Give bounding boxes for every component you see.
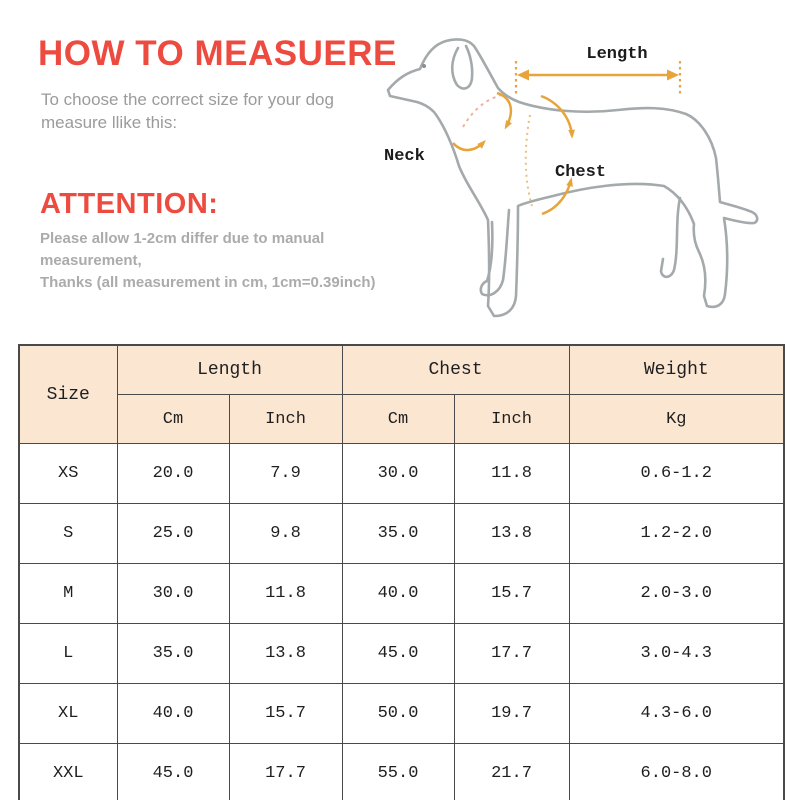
dog-far-rear-leg [659,196,682,279]
dog-ear-path [450,44,474,90]
attention-line-1: Please allow 1-2cm differ due to manual … [40,230,325,269]
neck-measure: Neck [384,91,513,166]
dog-measurement-diagram: Length Neck Chest [384,38,759,318]
col-header-size: Size [18,344,118,444]
dog-eye [422,64,426,68]
chest-label: Chest [555,163,606,182]
col-header-weight: Weight [568,344,785,395]
page-title: HOW TO MEASUERE [38,34,397,73]
table-row: XXL 45.0 17.7 55.0 21.7 6.0-8.0 [18,743,785,800]
table-row: L 35.0 13.8 45.0 17.7 3.0-4.3 [18,623,785,684]
table-row: S 25.0 9.8 35.0 13.8 1.2-2.0 [18,503,785,564]
chest-cm-cell: 35.0 [341,503,455,564]
attention-title: ATTENTION: [40,188,219,220]
length-inch-cell: 15.7 [228,683,343,744]
length-inch-cell: 17.7 [228,743,343,800]
length-cm-cell: 30.0 [116,563,230,624]
length-inch-cell: 7.9 [228,443,343,504]
length-cm-cell: 40.0 [116,683,230,744]
chest-inch-cell: 11.8 [453,443,570,504]
size-cell: S [18,503,118,564]
neck-dashed-arc [462,93,506,128]
chest-inch-cell: 21.7 [453,743,570,800]
size-cell: XXL [18,743,118,800]
table-header-groups: Size Length Chest Weight [18,344,785,444]
size-cell: XL [18,683,118,744]
length-cm-cell: 45.0 [116,743,230,800]
unit-length-inch: Inch [228,394,343,444]
chest-inch-cell: 15.7 [453,563,570,624]
dog-body-path [386,38,759,318]
neck-label: Neck [384,147,425,166]
chest-measure: Chest [524,94,606,216]
attention-note: Please allow 1-2cm differ due to manual … [40,228,430,293]
subtitle-line-2: measure llike this: [41,113,178,133]
weight-cell: 2.0-3.0 [568,563,785,624]
chest-cm-cell: 40.0 [341,563,455,624]
size-table: Size Length Chest Weight Cm Inch Cm Inch… [18,344,786,800]
page-subtitle: To choose the correct size for your dog … [41,88,371,135]
chest-inch-cell: 19.7 [453,683,570,744]
table-header-units: Cm Inch Cm Inch Kg [19,394,785,444]
size-cell: XS [18,443,118,504]
unit-chest-cm: Cm [341,394,455,444]
length-arrowhead-right [667,69,679,81]
col-header-chest: Chest [341,344,570,395]
size-table-container: Size Length Chest Weight Cm Inch Cm Inch… [18,344,786,800]
length-cm-cell: 25.0 [116,503,230,564]
chest-cm-cell: 30.0 [341,443,455,504]
chest-arrow-bottom [541,177,573,216]
chest-cm-cell: 45.0 [341,623,455,684]
unit-length-cm: Cm [116,394,230,444]
chest-dashed-front [524,114,533,207]
unit-chest-inch: Inch [453,394,570,444]
subtitle-line-1: To choose the correct size for your dog [41,90,334,109]
weight-cell: 6.0-8.0 [568,743,785,800]
size-cell: L [18,623,118,684]
neck-arrow-back [496,91,513,130]
dog-outline [386,38,759,318]
chest-inch-cell: 17.7 [453,623,570,684]
length-inch-cell: 9.8 [228,503,343,564]
chest-cm-cell: 50.0 [341,683,455,744]
col-header-length: Length [116,344,343,395]
attention-line-2: Thanks (all measurement in cm, 1cm=0.39i… [40,273,376,291]
table-row: XL 40.0 15.7 50.0 19.7 4.3-6.0 [18,683,785,744]
chest-cm-cell: 55.0 [341,743,455,800]
weight-cell: 3.0-4.3 [568,623,785,684]
size-cell: M [18,563,118,624]
length-label: Length [586,45,647,64]
length-measure: Length [514,45,682,94]
chest-inch-cell: 13.8 [453,503,570,564]
length-cm-cell: 35.0 [116,623,230,684]
length-cm-cell: 20.0 [116,443,230,504]
table-row: M 30.0 11.8 40.0 15.7 2.0-3.0 [18,563,785,624]
dog-far-front-leg [479,208,511,297]
table-row: XS 20.0 7.9 30.0 11.8 0.6-1.2 [18,443,785,504]
weight-cell: 1.2-2.0 [568,503,785,564]
chest-arrow-top [540,94,575,139]
weight-cell: 0.6-1.2 [568,443,785,504]
weight-cell: 4.3-6.0 [568,683,785,744]
length-inch-cell: 13.8 [228,623,343,684]
length-inch-cell: 11.8 [228,563,343,624]
length-arrowhead-left [517,69,529,81]
neck-arrow-front [452,140,486,152]
unit-weight-kg: Kg [568,394,785,444]
